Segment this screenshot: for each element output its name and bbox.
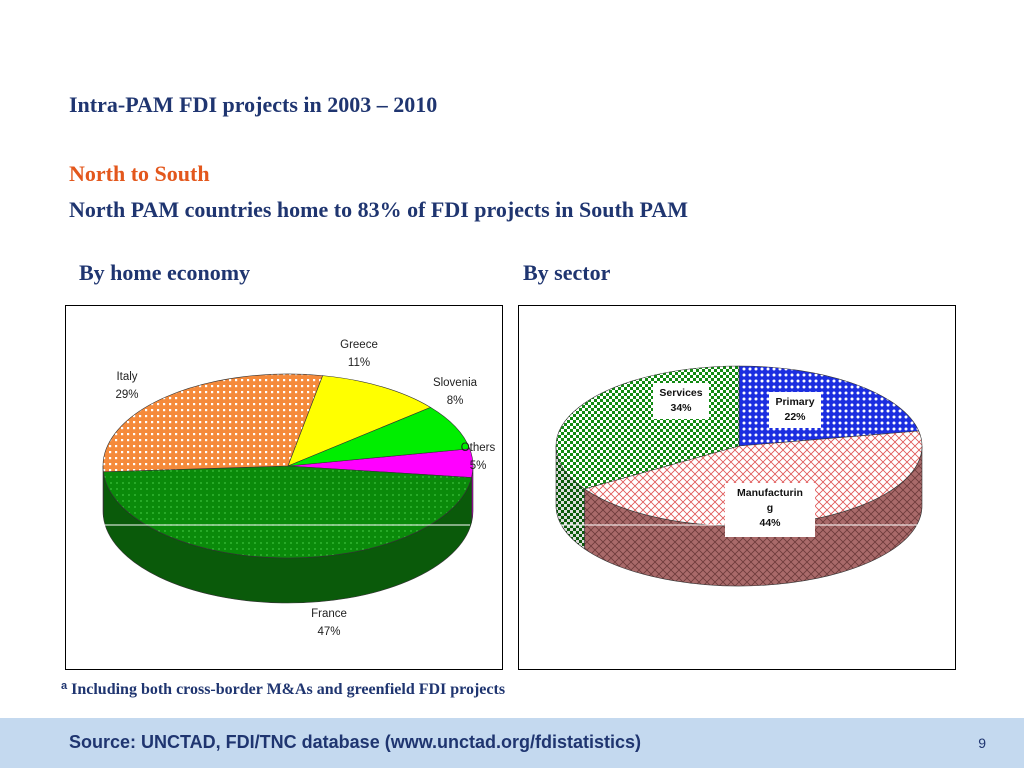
slice-value-services: 34%: [670, 402, 692, 414]
chart-heading-sector: By sector: [523, 260, 611, 285]
chart-panel-sector: Manufacturin g 44% Services 34% Primary 22%: [518, 305, 956, 670]
label-box-manufacturin-g: [725, 483, 815, 537]
slice-value-manufacturin-g: 44%: [759, 517, 781, 529]
slice-value-greece: 11%: [348, 357, 370, 369]
slice-label-manufacturin-g-line2: g: [767, 502, 773, 514]
chart-heading-home-economy: By home economy: [79, 260, 251, 285]
pie-slice-greece: [287, 375, 432, 467]
slice-label-primary: Primary: [775, 396, 814, 408]
chart-panel-home-economy: France 47% Italy 29% Greece 11% Slovenia 8% Othe…: [65, 305, 503, 670]
source-bar: Source: UNCTAD, FDI/TNC database (www.un…: [0, 718, 1024, 768]
pie-chart-sector: Manufacturin g 44% Services 34% Primary 22%: [555, 365, 923, 587]
pie-slice-slovenia: [287, 407, 471, 467]
source-text: Source: UNCTAD, FDI/TNC database (www.un…: [69, 732, 642, 752]
page-number: 9: [978, 735, 986, 751]
slice-value-slovenia: 8%: [447, 395, 464, 407]
subtitle-summary: North PAM countries home to 83% of FDI p…: [69, 197, 688, 222]
slice-label-services: Services: [659, 387, 702, 399]
slide-title: Intra-PAM FDI projects in 2003 – 2010: [69, 92, 438, 117]
footnote-marker: a: [61, 680, 68, 692]
slice-label-others: Others: [461, 442, 496, 454]
footnote: a Including both cross-border M&As and gr…: [61, 680, 505, 699]
slice-value-italy: 29%: [115, 389, 138, 401]
pie-slice-italy: [102, 373, 324, 473]
slice-label-slovenia: Slovenia: [433, 377, 478, 389]
footnote-text: Including both cross-border M&As and gre…: [71, 681, 506, 698]
slice-label-france: France: [311, 608, 347, 620]
pie-slice-france: [103, 465, 472, 559]
subtitle-north-to-south: North to South: [69, 161, 210, 186]
slice-value-france: 47%: [317, 626, 340, 638]
label-box-primary: [769, 392, 821, 428]
label-box-services: [653, 383, 709, 419]
slice-label-greece: Greece: [340, 339, 378, 351]
slice-value-others: 5%: [470, 460, 487, 472]
slice-label-manufacturin-g-line1: Manufacturin: [737, 487, 803, 499]
slice-label-italy: Italy: [116, 371, 137, 383]
slice-value-primary: 22%: [784, 411, 806, 423]
pie-chart-home-economy: France 47% Italy 29% Greece 11% Slovenia 8% Othe…: [102, 339, 496, 638]
